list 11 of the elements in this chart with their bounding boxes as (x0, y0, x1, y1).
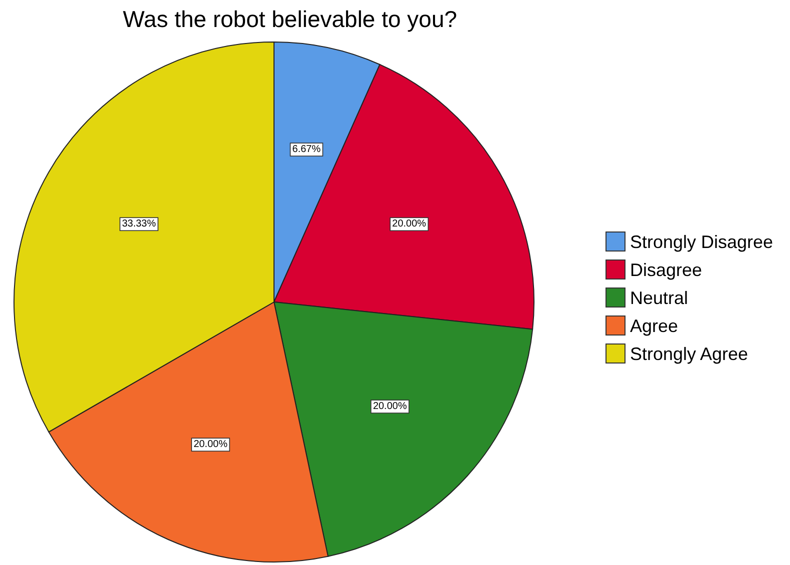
legend-label: Agree (630, 316, 678, 336)
legend-label: Neutral (630, 288, 688, 308)
data-label: 20.00% (392, 218, 426, 230)
legend-label: Strongly Agree (630, 344, 748, 364)
data-label: 33.33% (122, 218, 156, 230)
data-label: 20.00% (194, 439, 228, 450)
chart-title: Was the robot believable to you? (122, 6, 458, 32)
legend-label: Strongly Disagree (630, 232, 774, 252)
data-label: 6.67% (292, 144, 321, 156)
data-label: 20.00% (372, 401, 407, 412)
legend-label: Disagree (630, 260, 702, 280)
